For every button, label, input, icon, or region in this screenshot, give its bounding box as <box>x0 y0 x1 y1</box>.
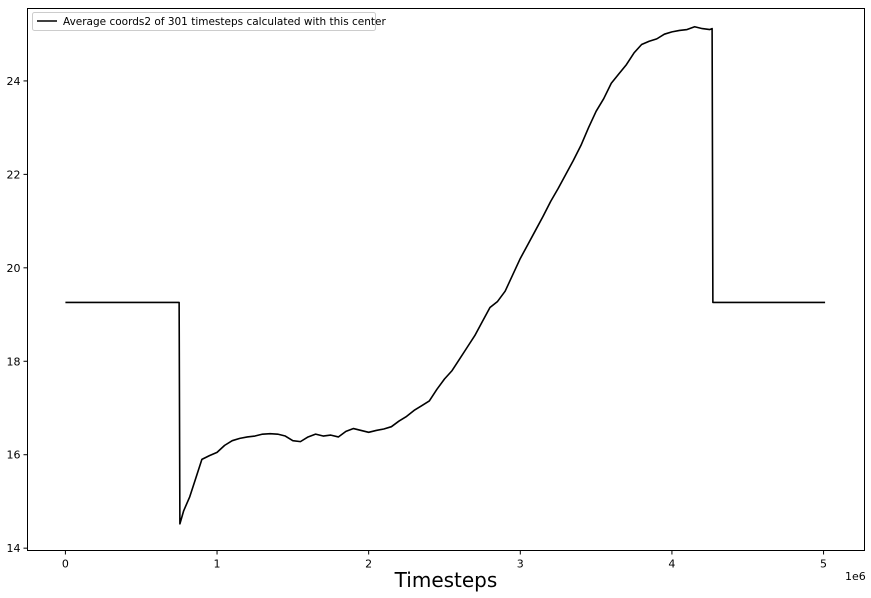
y-tick-label: 18 <box>7 355 21 368</box>
legend-box <box>32 12 376 31</box>
x-tick-label: 1 <box>214 558 221 571</box>
x-tick-label: 4 <box>668 558 675 571</box>
y-tick-label: 16 <box>7 449 21 462</box>
x-tick-label: 5 <box>820 558 827 571</box>
legend: Average coords2 of 301 timesteps calcula… <box>32 12 387 31</box>
x-tick-label: 2 <box>365 558 372 571</box>
y-tick-label: 24 <box>7 75 21 88</box>
series-line <box>65 25 826 525</box>
x-axis-offset-label: 1e6 <box>845 570 866 583</box>
y-tick-label: 14 <box>7 542 21 555</box>
x-tick-label: 3 <box>517 558 524 571</box>
plot-area-frame <box>27 8 865 551</box>
y-tick-label: 22 <box>7 168 21 181</box>
legend-label: Average coords2 of 301 timesteps calcula… <box>63 16 387 28</box>
y-axis-ticks: 14 16 18 20 22 24 <box>7 75 28 555</box>
x-axis-ticks: 0 1 2 3 4 5 <box>62 550 827 571</box>
y-tick-label: 20 <box>7 262 21 275</box>
x-axis-label: Timesteps <box>394 568 498 592</box>
x-tick-label: 0 <box>62 558 69 571</box>
